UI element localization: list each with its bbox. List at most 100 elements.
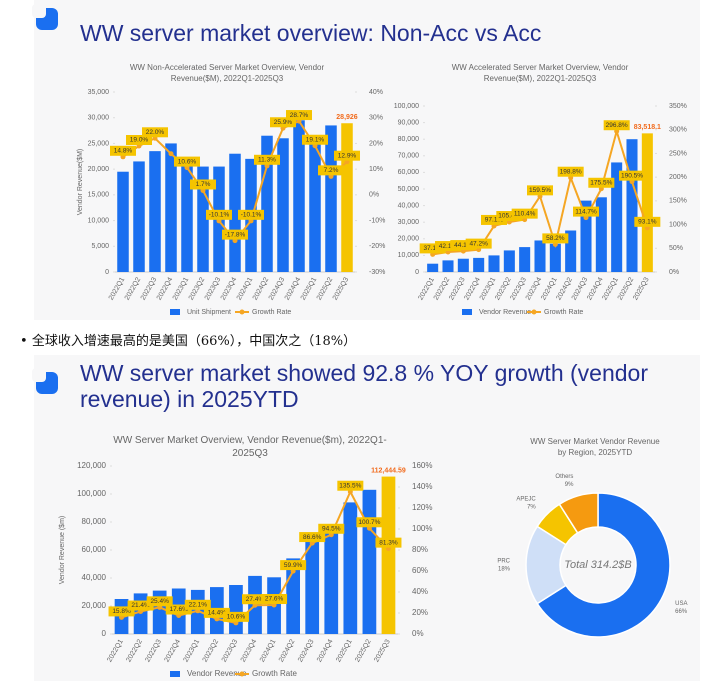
y-tick-label: 40,000 — [398, 202, 420, 209]
y2-tick-label: 10% — [369, 166, 383, 173]
label-bg — [146, 596, 173, 607]
legend-dot — [531, 309, 537, 315]
y-tick-label: 30,000 — [398, 219, 420, 226]
bar — [565, 230, 577, 272]
label-bg — [603, 120, 630, 131]
label-bg — [299, 532, 326, 543]
label-bg — [190, 179, 216, 190]
growth-label: 105.4% — [498, 213, 520, 220]
growth-label: 11.3% — [258, 157, 276, 164]
y-axis-title: Vendor Revenue ($m) — [59, 516, 66, 584]
label-bg — [261, 594, 288, 605]
legend-swatch — [462, 309, 472, 315]
bar — [534, 240, 546, 272]
y2-tick-label: 350% — [669, 103, 687, 110]
chart-title: WW Server Market Vendor Revenue by Regio… — [530, 437, 660, 457]
slide-title: WW server market showed 92.8 % YOY growt… — [80, 360, 648, 412]
x-tick-label: 2024Q2 — [278, 638, 297, 663]
y2-tick-label: 0% — [669, 269, 679, 276]
legend-label: Unit Shipment — [187, 309, 231, 316]
y-tick-label: 15,000 — [88, 192, 110, 199]
legend-label: Growth Rate — [544, 309, 583, 316]
x-tick-label: 2022Q2 — [125, 638, 144, 663]
growth-label: 28.7% — [290, 112, 309, 119]
label-bg — [110, 145, 136, 156]
label-bg — [108, 606, 135, 617]
bar — [626, 139, 638, 272]
growth-label: 1.7% — [196, 181, 211, 188]
slice-label: Others — [555, 474, 573, 480]
y-tick-label: 35,000 — [88, 89, 110, 96]
bar-value-label: 28,926 — [336, 114, 358, 121]
legend-label: Vendor Revenue — [187, 669, 247, 678]
growth-label: 42.1% — [439, 243, 458, 250]
y-tick-label: 40,000 — [82, 573, 107, 582]
growth-label: 15.8% — [112, 608, 131, 615]
growth-label: 86.6% — [303, 534, 322, 541]
y2-tick-label: 120% — [412, 503, 432, 512]
label-bg — [557, 166, 584, 177]
bar — [457, 258, 469, 272]
bullet: • 全球收入增速最高的是美国（66%），中国次之（18%） — [20, 334, 357, 349]
growth-label: 14.4% — [208, 610, 227, 617]
growth-label: 198.8% — [560, 168, 582, 175]
y-tick-label: 5,000 — [91, 243, 109, 250]
y-tick-label: 70,000 — [398, 153, 420, 160]
label-bg — [337, 480, 364, 491]
bar-value-label: 83,518.1 — [634, 124, 661, 131]
x-tick-label: 2022Q4 — [164, 638, 183, 663]
growth-label: 100.7% — [358, 519, 380, 526]
y-tick-label: 50,000 — [398, 186, 420, 193]
y2-tick-label: -30% — [369, 269, 385, 276]
growth-label: -10.1% — [241, 212, 262, 219]
growth-label: -17.8% — [225, 231, 246, 238]
y-tick-label: 120,000 — [77, 461, 106, 470]
growth-label: 59.9% — [284, 562, 303, 569]
x-tick-label: 2024Q4 — [316, 638, 335, 663]
y-tick-label: 60,000 — [82, 545, 107, 554]
bar — [324, 529, 339, 634]
chart-title: WW Server Market Overview, Vendor Revenu… — [113, 435, 387, 459]
growth-label: 94.5% — [322, 525, 341, 532]
label-bg — [542, 233, 569, 244]
logo-notch — [32, 368, 46, 382]
growth-label: 110.4% — [514, 210, 536, 217]
growth-label: 58.2% — [546, 235, 565, 242]
bar — [181, 161, 193, 272]
label-bg — [222, 229, 248, 240]
chart-title: WW Accelerated Server Market Overview, V… — [451, 63, 629, 83]
y2-tick-label: 300% — [669, 127, 687, 134]
y2-tick-label: 0% — [369, 192, 379, 199]
x-tick-label: 2025Q3 — [373, 638, 392, 663]
y-tick-label: 10,000 — [398, 252, 420, 259]
x-tick-label: 2025Q3 — [332, 276, 351, 301]
label-bg — [619, 170, 645, 181]
label-bg — [184, 599, 211, 610]
y-tick-label: 20,000 — [88, 166, 110, 173]
label-bg — [573, 206, 599, 217]
growth-label: 44.1% — [454, 242, 473, 249]
label-bg — [527, 185, 553, 196]
bar — [442, 260, 454, 272]
y2-tick-label: 250% — [669, 150, 687, 157]
label-bg — [242, 594, 268, 605]
x-tick-label: 2022Q1 — [106, 638, 125, 663]
label-bg — [465, 238, 492, 249]
growth-label: 19.1% — [306, 136, 325, 143]
center-text: Total 314.2$B — [564, 559, 631, 571]
label-bg — [634, 216, 661, 227]
label-bg — [203, 607, 230, 618]
y2-tick-label: 40% — [412, 587, 428, 596]
growth-label: 81.3% — [379, 539, 398, 546]
logo-notch — [32, 4, 46, 18]
legend-label: Vendor Revenue — [479, 309, 531, 316]
bar — [117, 171, 129, 272]
legend-swatch — [170, 309, 180, 315]
bar — [293, 120, 305, 273]
legend-label: Growth Rate — [252, 669, 297, 678]
bar-value-label: 112,444.59 — [371, 467, 406, 474]
label-bg — [588, 177, 615, 188]
label-bg — [375, 537, 402, 548]
growth-label: 19.0% — [130, 137, 149, 144]
y2-tick-label: 50% — [669, 245, 683, 252]
